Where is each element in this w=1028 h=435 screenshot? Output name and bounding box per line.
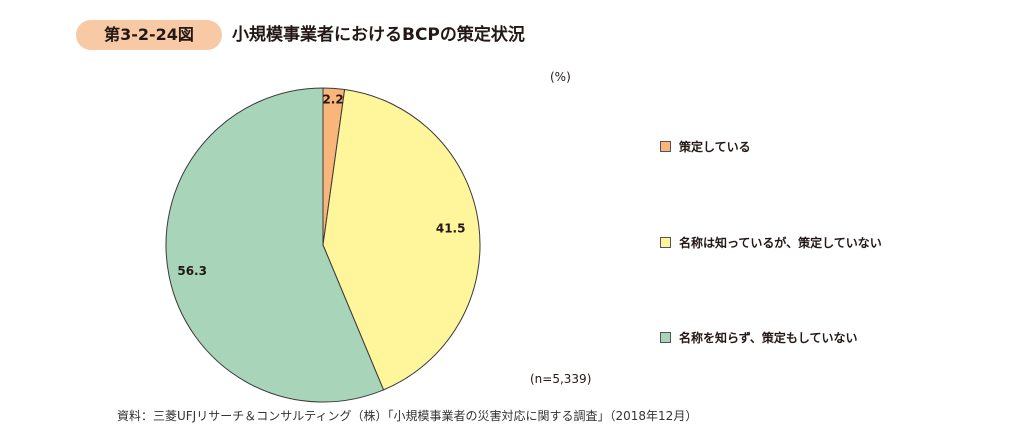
source-note: 資料：三菱UFJリサーチ＆コンサルティング（株）「小規模事業者の災害対応に関する… bbox=[117, 409, 698, 423]
legend-swatch-0 bbox=[660, 141, 671, 152]
data-label-2: 56.3 bbox=[177, 264, 207, 278]
legend-item-0: 策定している bbox=[660, 138, 751, 155]
legend-swatch-2 bbox=[660, 332, 671, 343]
legend-label-0: 策定している bbox=[679, 140, 751, 154]
pie-slice-1 bbox=[322, 88, 481, 391]
unit-label: (%) bbox=[550, 70, 571, 84]
sample-size: (n=5,339) bbox=[530, 372, 592, 386]
legend-item-1: 名称は知っているが、策定していない bbox=[660, 234, 882, 251]
legend-swatch-1 bbox=[660, 237, 671, 248]
data-label-1: 41.5 bbox=[436, 221, 466, 235]
legend-item-2: 名称を知らず、策定もしていない bbox=[660, 329, 858, 346]
chart-title: 小規模事業者におけるBCPの策定状況 bbox=[232, 25, 525, 45]
data-label-0: 2.2 bbox=[322, 92, 343, 106]
legend-label-2: 名称を知らず、策定もしていない bbox=[679, 331, 858, 345]
figure-number-badge: 第3-2-24図 bbox=[76, 20, 222, 50]
legend-label-1: 名称は知っているが、策定していない bbox=[679, 236, 882, 250]
pie-slice-2 bbox=[165, 87, 385, 403]
